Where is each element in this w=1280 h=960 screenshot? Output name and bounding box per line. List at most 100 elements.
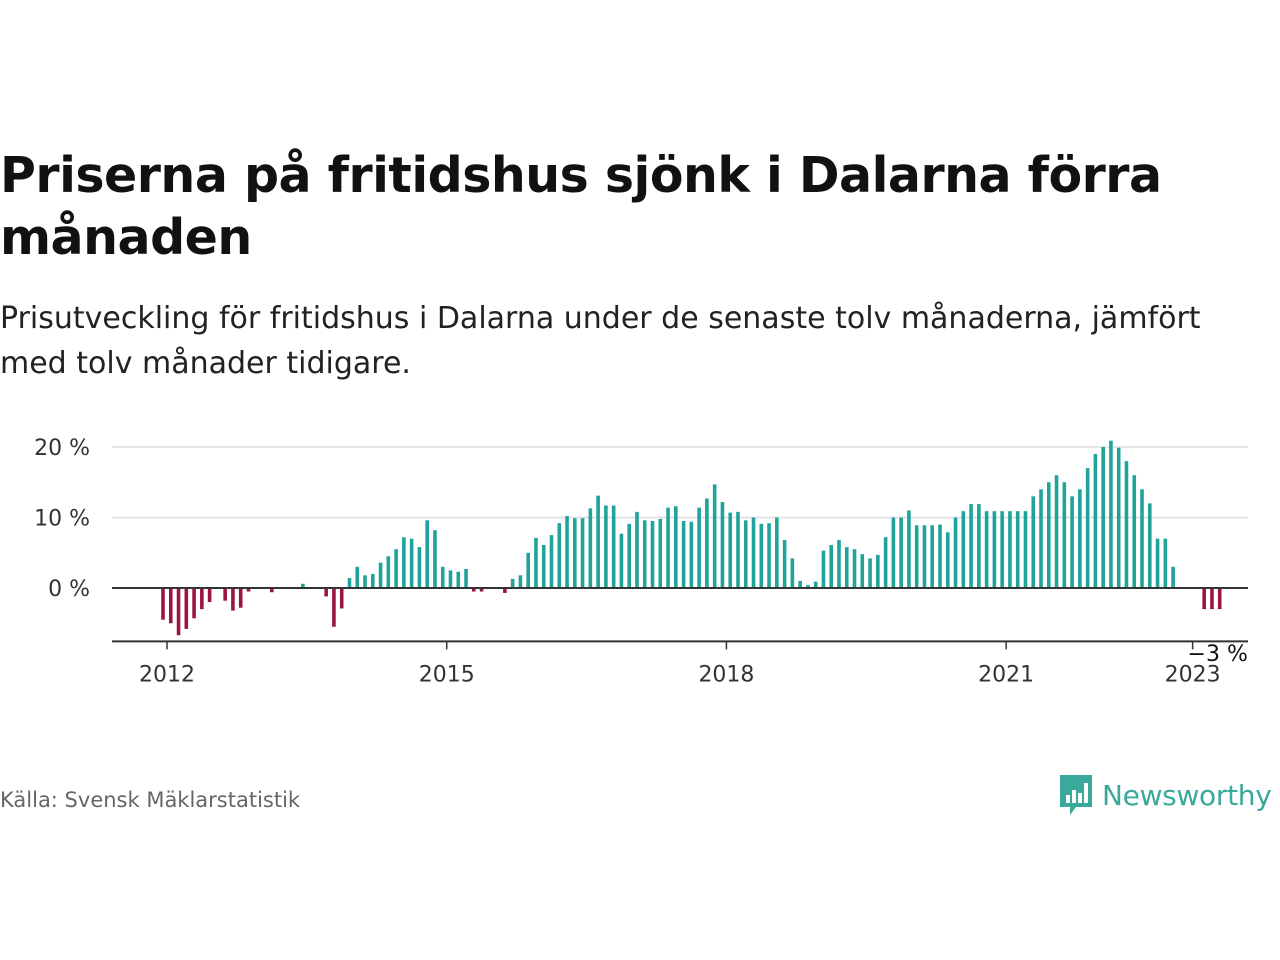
bar [689,521,694,588]
bar [969,504,973,588]
bar [868,558,872,588]
bar [1015,511,1020,588]
bar [168,588,173,624]
bar [425,520,429,588]
bar [332,588,336,627]
bar [510,578,515,588]
brand-name: Newsworthy [1102,778,1272,812]
y-tick-label: 0 % [48,577,90,602]
bar [339,588,344,609]
bar [1101,447,1105,588]
bar [1147,503,1152,588]
bar [712,484,717,588]
bar [1124,461,1129,588]
bar [1140,489,1144,588]
bar [619,533,624,588]
bar [658,518,663,588]
bar [782,540,787,588]
bar [596,495,600,588]
bar [728,512,733,588]
x-tick-label: 2021 [978,662,1034,687]
bar [798,580,802,588]
bar [938,524,942,588]
bar [1171,566,1175,588]
bar [1085,468,1090,588]
bar [883,537,888,588]
bar [526,552,530,588]
bar [479,588,484,592]
bar [1093,454,1098,588]
brand-logo: Newsworthy [1058,773,1272,817]
bar [650,521,655,588]
bar [736,511,740,588]
bar [541,545,546,588]
bar [642,520,647,588]
bar [635,511,639,588]
bar [829,545,834,588]
bar [1070,496,1074,588]
bar [1039,489,1043,588]
bar [549,535,554,589]
bar [386,556,391,588]
bar [1155,538,1160,588]
bar [977,504,981,588]
bar [580,518,585,588]
labels: 20 % 10 % 0 % 2012 2015 2018 2021 2023−3 % [34,436,1248,687]
bar [697,507,701,588]
bar [837,540,841,588]
bar [790,558,795,588]
bar [813,581,818,588]
bar [720,501,725,588]
bar [759,523,764,588]
bar [1116,447,1121,588]
bar [876,554,880,588]
bar [176,588,181,636]
bar [907,510,911,588]
bar [1132,475,1137,588]
bar [238,588,243,608]
bar [681,521,686,588]
bar [775,517,779,588]
bar [503,588,507,593]
bar [627,523,631,588]
bar [1008,511,1012,588]
bar [1054,475,1059,588]
bar [1000,511,1004,588]
bar [1031,496,1036,588]
bar [1062,482,1067,588]
bar [604,505,608,588]
bar [394,549,398,588]
bar [899,517,903,588]
bar [953,517,958,588]
bar [588,508,593,588]
bar [743,520,748,588]
y-tick-label: 10 % [34,507,90,532]
bar [269,588,274,593]
bar [192,588,196,619]
bar [409,538,414,588]
bar [231,588,235,611]
bar [860,554,865,588]
bar [751,517,756,588]
bar [1202,588,1206,610]
chart-subtitle: Prisutveckling för fritidshus i Dalarna … [0,301,1201,381]
bar [1023,511,1028,588]
bar [301,583,305,588]
bar [891,517,896,588]
newsworthy-logo-icon [1060,775,1092,815]
bar [844,547,849,588]
bar [1046,482,1051,588]
bar [448,570,453,589]
x-tick-label: 2012 [139,662,195,687]
bar [456,571,461,588]
bar [355,566,360,588]
bar [1163,538,1168,588]
bar [705,498,709,588]
bar [378,562,383,588]
bar [674,506,678,588]
bar [518,575,523,588]
bar [402,537,406,588]
bar [347,578,352,588]
chart-title: Priserna på fritidshus sjönk i Dalarna f… [0,147,1162,266]
x-tick-label: 2015 [419,662,475,687]
